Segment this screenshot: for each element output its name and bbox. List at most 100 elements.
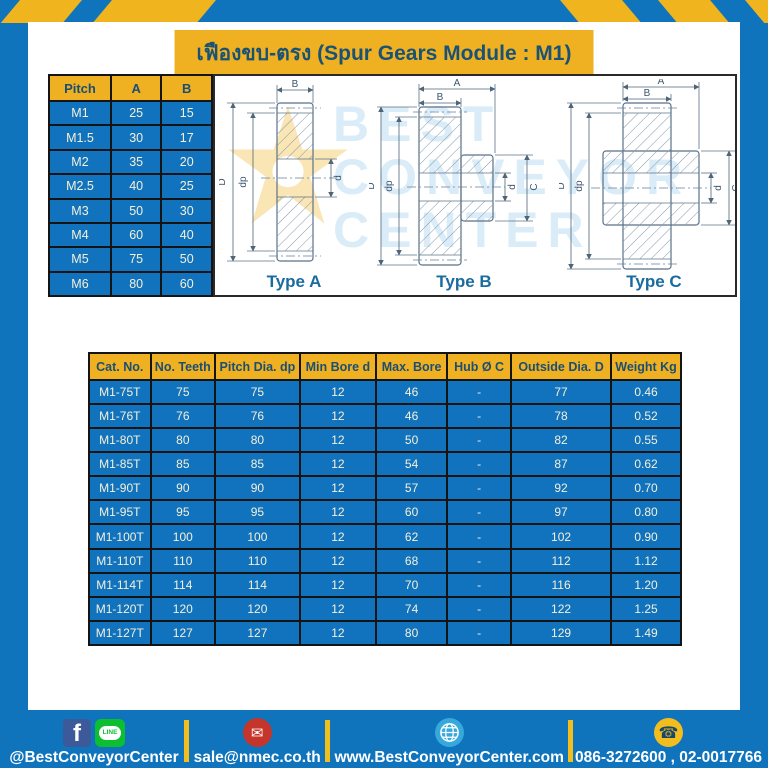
spec-cell: 57 [375,475,449,502]
spec-cell: 97 [510,499,613,526]
spec-cell: 12 [298,378,378,406]
spec-cell: 85 [149,451,217,478]
spec-cell: 76 [149,403,217,430]
table-row: M1-85T 85 85 12 54-87 0.62 [88,451,682,478]
spec-cell: - [446,619,513,647]
type-c-drawing: A B [559,79,737,270]
table-row: M2 35 20 [48,148,213,176]
pitch-cell: 40 [160,221,213,249]
footer-divider [568,720,574,762]
spec-cell: M1-114T [88,571,152,598]
spec-cell: 12 [298,403,378,430]
spec-cell: M1-90T [88,475,152,502]
footer-divider [325,720,331,762]
spec-cell: 80 [214,427,301,454]
spec-cell: 90 [214,475,301,502]
footer-phone-section: ☎ 086-3272600 , 02-0017766 [573,715,764,767]
spec-cell: 120 [149,595,217,622]
pitch-column-header: B [160,74,213,102]
spec-column-header: Min Bore d [298,352,378,381]
spec-cell: - [446,403,513,430]
dim-label: dp [238,176,249,188]
pitch-cell: 40 [109,173,163,200]
table-row: M4 60 40 [48,221,213,249]
spec-table-header: Cat. No. No. Teeth Pitch Dia. dp Min Bore d… [88,352,682,381]
spec-cell: 92 [510,475,613,502]
social-handle: @BestConveyorCenter [9,749,179,766]
pitch-cell: 50 [109,197,163,224]
dim-label: C [731,184,737,191]
spec-cell: 12 [298,595,378,622]
spec-cell: 87 [510,451,613,478]
email-icon: ✉ [242,718,272,747]
pitch-cell: M1 [48,99,112,127]
spec-column-header: Weight Kg [610,352,682,381]
figure-label: Type B [436,272,492,291]
spec-cell: - [446,475,513,502]
dim-label: d [713,185,724,191]
spec-cell: 114 [149,571,217,598]
table-row: M1-120T 120 120 12 74-122 1.25 [88,595,682,622]
hazard-stripe [0,0,83,23]
table-row: M2.5 40 25 [48,173,213,200]
spec-cell: 50 [375,427,449,454]
pitch-table: Pitch A B M1 25 15 M1.5 30 17 M2 35 20 M2.5 40 25 M3 50… [48,74,213,298]
table-row: M1-75T 75 75 12 46-77 0.46 [88,378,682,406]
pitch-cell: 25 [109,99,163,127]
spec-cell: - [446,499,513,526]
table-row: M1-100T 100 100 12 62-102 0.90 [88,523,682,550]
spec-cell: - [446,547,513,574]
pitch-cell: M6 [48,270,112,298]
dim-label: d [333,175,344,181]
spec-cell: 60 [375,499,449,526]
spec-cell: 74 [375,595,449,622]
pitch-cell: 35 [109,148,163,176]
table-row: M1-80T 80 80 12 50-82 0.55 [88,427,682,454]
dim-label: D [219,178,228,185]
pitch-column-header: Pitch [48,74,112,102]
pitch-cell: M5 [48,246,112,273]
dim-label: A [454,79,461,89]
spec-cell: 85 [214,451,301,478]
spec-cell: 127 [149,619,217,647]
spec-cell: 110 [214,547,301,574]
hazard-stripe [745,0,768,23]
spec-cell: M1-76T [88,403,152,430]
spec-cell: 0.70 [610,475,682,502]
spec-cell: - [446,523,513,550]
spec-cell: 95 [149,499,217,526]
spec-cell: 116 [510,571,613,598]
spec-cell: M1-75T [88,378,152,406]
footer-website-section: www.BestConveyorCenter.com [330,715,568,767]
spec-cell: - [446,378,513,406]
table-row: M1-95T 95 95 12 60-97 0.80 [88,499,682,526]
spec-cell: - [446,451,513,478]
table-row: M1-110T 110 110 12 68-112 1.12 [88,547,682,574]
spec-column-header: Pitch Dia. dp [214,352,301,381]
table-row: M1-90T 90 90 12 57-92 0.70 [88,475,682,502]
spec-cell: 102 [510,523,613,550]
line-icon: LINE [95,719,126,747]
pitch-cell: 25 [160,173,213,200]
spec-cell: 12 [298,427,378,454]
spec-cell: 12 [298,571,378,598]
spec-column-header: Outside Dia. D [510,352,613,381]
spec-cell: 46 [375,403,449,430]
pitch-cell: 30 [160,197,213,224]
table-row: M1-114T 114 114 12 70-116 1.20 [88,571,682,598]
pitch-cell: M2 [48,148,112,176]
spec-cell: M1-110T [88,547,152,574]
dim-label: D [369,182,377,189]
footer-divider [184,720,190,762]
spec-cell: M1-95T [88,499,152,526]
spec-column-header: Max. Bore [375,352,449,381]
dim-label: d [507,184,518,190]
dim-label: dp [574,180,585,192]
spec-cell: M1-85T [88,451,152,478]
spec-cell: 0.80 [610,499,682,526]
spec-cell: 127 [214,619,301,647]
spec-column-header: No. Teeth [149,352,217,381]
website-url: www.BestConveyorCenter.com [334,749,564,766]
pitch-cell: M2.5 [48,173,112,200]
pitch-cell: 20 [160,148,213,176]
